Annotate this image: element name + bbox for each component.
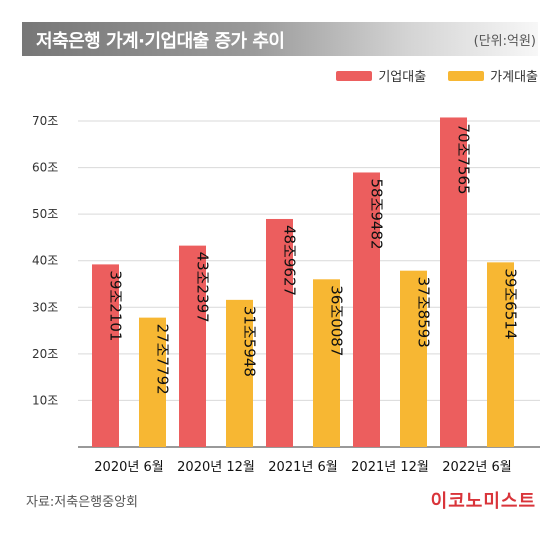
legend-label-corporate: 기업대출 [378, 70, 427, 85]
bar-household-4 [487, 262, 514, 447]
legend-item-corporate: 기업대출 [336, 66, 426, 85]
legend-swatch-corporate [336, 70, 373, 81]
legend-swatch-household [448, 70, 485, 81]
x-tick-label-1: 2020년 12월 [177, 460, 255, 475]
bar-corporate-2 [266, 218, 293, 447]
bar-household-0 [139, 317, 166, 447]
data-label-corporate-0: 39조2101 [107, 270, 125, 341]
title-bar [22, 22, 538, 56]
bar-household-3 [400, 270, 427, 447]
y-tick-label-2: 30조 [32, 300, 58, 314]
source-note: 자료:저축은행중앙회 [26, 495, 139, 510]
unit-label: (단위:억원) [473, 34, 536, 49]
y-tick-label-1: 20조 [32, 347, 58, 361]
y-tick-label-6: 70조 [32, 114, 58, 128]
data-label-corporate-1: 43조2397 [194, 252, 212, 323]
chart-title: 저축은행 가계·기업대출 증가 추이 [36, 31, 285, 52]
brand-logo: 이코노미스트 [430, 491, 536, 512]
legend-item-household: 가계대출 [448, 66, 538, 85]
bar-corporate-0 [92, 264, 119, 447]
data-label-corporate-3: 58조9482 [368, 178, 386, 249]
legend-label-household: 가계대출 [490, 70, 538, 85]
y-tick-label-5: 60조 [32, 161, 58, 175]
y-tick-label-3: 40조 [32, 254, 58, 268]
bar-corporate-3 [353, 172, 380, 447]
data-label-household-2: 36조0087 [328, 285, 346, 356]
x-tick-label-4: 2022년 6월 [442, 460, 511, 475]
data-label-household-1: 31조5948 [241, 306, 259, 377]
y-tick-label-0: 10조 [32, 393, 58, 407]
x-tick-label-2: 2021년 6월 [268, 460, 337, 475]
data-label-household-4: 39조6514 [502, 268, 520, 339]
y-tick-label-4: 50조 [32, 207, 58, 221]
data-label-corporate-4: 70조7565 [455, 123, 473, 194]
bar-corporate-1 [179, 245, 206, 447]
x-tick-label-0: 2020년 6월 [94, 460, 163, 475]
bar-household-2 [313, 279, 340, 447]
x-tick-label-3: 2021년 12월 [351, 460, 429, 475]
legend: 기업대출 가계대출 [336, 66, 538, 85]
data-label-corporate-2: 48조9627 [281, 225, 299, 296]
data-label-household-3: 37조8593 [415, 277, 433, 348]
bar-household-1 [226, 299, 253, 447]
bar-corporate-4 [440, 117, 467, 447]
data-label-household-0: 27조7792 [154, 324, 172, 395]
